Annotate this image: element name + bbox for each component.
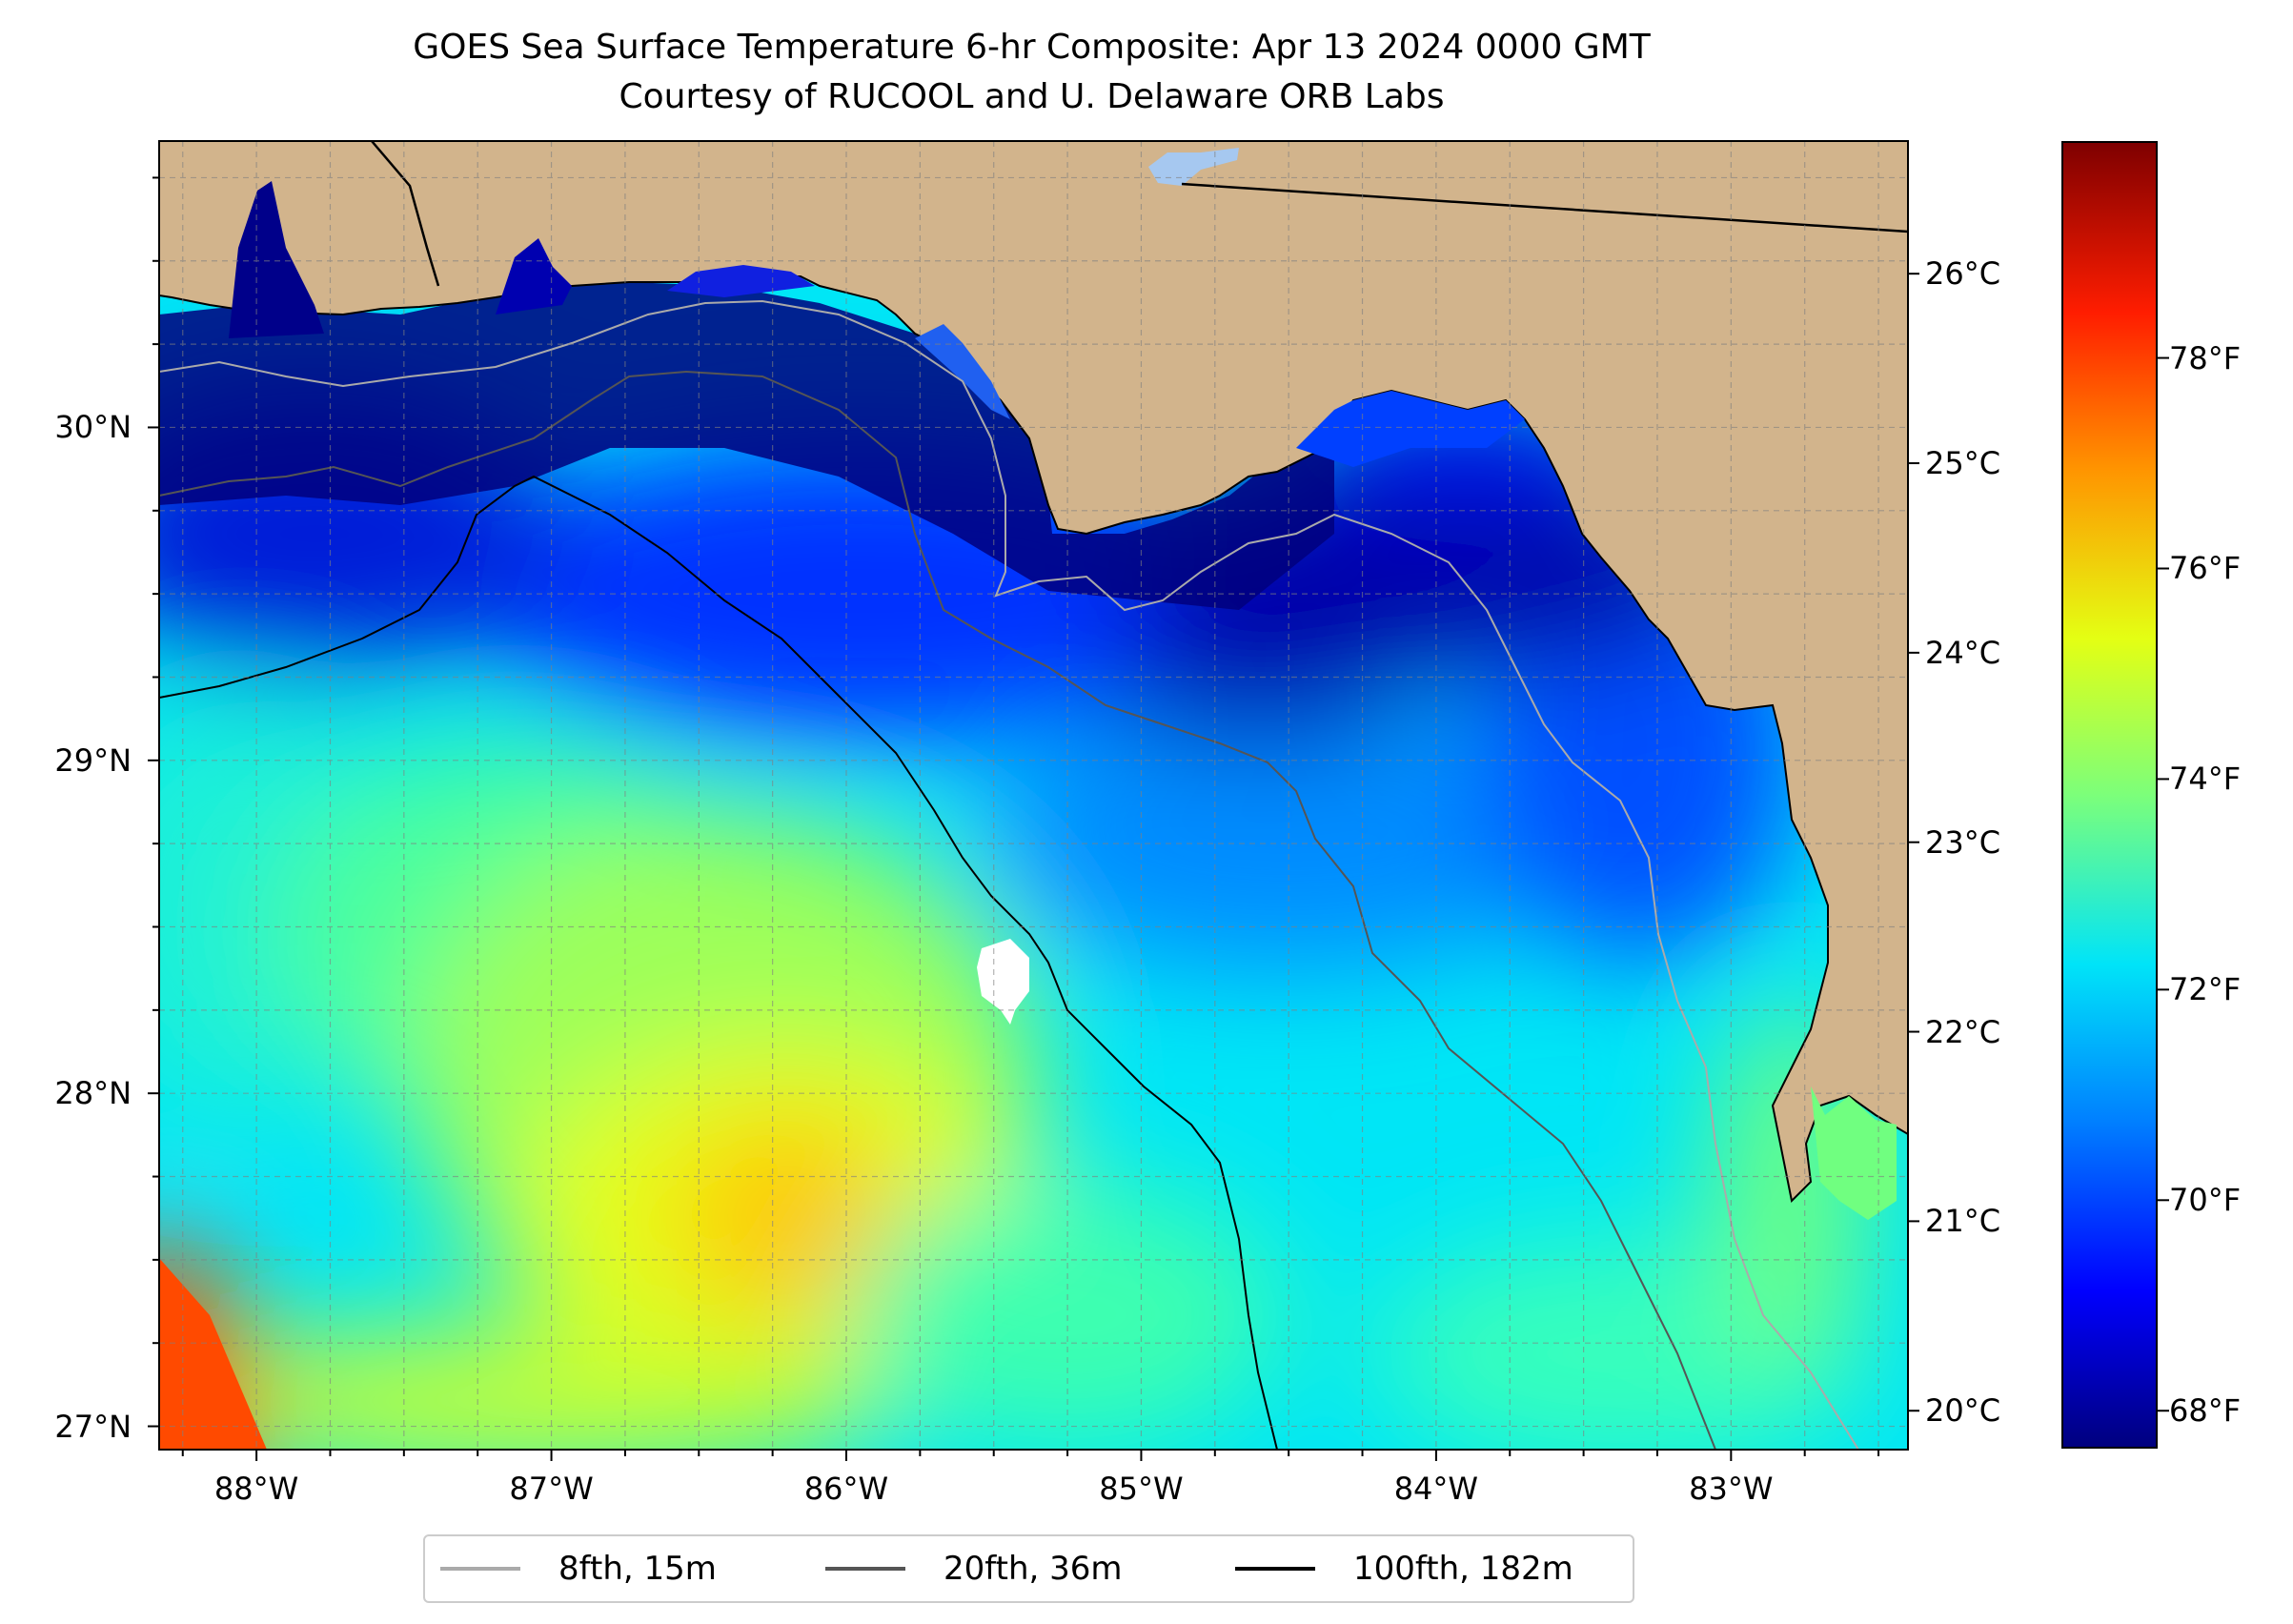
map-frame (158, 140, 1909, 1451)
cloud-patch (977, 939, 1029, 1025)
land-north (159, 141, 1908, 1204)
lon-tick-label: 85°W (1099, 1471, 1184, 1507)
choctaw-bay (496, 238, 572, 315)
state-boundary-west (371, 141, 440, 287)
lat-tick-label: 29°N (54, 741, 132, 779)
fahrenheit-tick-label: 74°F (2169, 761, 2242, 798)
inland-lake (1148, 148, 1239, 186)
celsius-tick-label: 26°C (1925, 255, 2001, 293)
legend-label: 8fth, 15m (558, 1550, 717, 1588)
axis-ticks (148, 176, 1880, 1461)
apalachee-bay (1296, 391, 1525, 467)
lat-tick-label: 30°N (54, 409, 132, 446)
lon-tick-label: 86°W (803, 1471, 889, 1507)
fahrenheit-tick-label: 76°F (2169, 550, 2242, 587)
celsius-tick-label: 23°C (1925, 823, 2001, 861)
celsius-tick-label: 22°C (1925, 1013, 2001, 1050)
legend: 8fth, 15m 20fth, 36m 100fth, 182m (423, 1534, 1634, 1603)
panama-city-bay (667, 265, 815, 297)
legend-label: 20fth, 36m (944, 1550, 1123, 1588)
legend-line-swatch (440, 1567, 520, 1571)
apalachicola-bay (915, 324, 1010, 419)
lon-tick-label: 88°W (213, 1471, 299, 1507)
isobath-20fth (159, 370, 1716, 1450)
fahrenheit-tick-label: 68°F (2169, 1392, 2242, 1430)
pensacola-bay (229, 181, 324, 338)
lon-tick-label: 83°W (1689, 1471, 1774, 1507)
lat-tick-label: 27°N (54, 1408, 132, 1445)
chart-title: GOES Sea Surface Temperature 6-hr Compos… (413, 28, 1651, 67)
fahrenheit-tick-label: 78°F (2169, 339, 2242, 376)
cold-coastal-band (159, 282, 1334, 610)
sst-patches (159, 391, 1868, 1450)
fahrenheit-tick-label: 72°F (2169, 971, 2242, 1008)
fahrenheit-tick-label: 70°F (2169, 1182, 2242, 1219)
legend-line-swatch (1235, 1567, 1315, 1571)
lon-tick-label: 87°W (509, 1471, 594, 1507)
chart-subtitle: Courtesy of RUCOOL and U. Delaware ORB L… (619, 77, 1445, 116)
celsius-tick-label: 21°C (1925, 1203, 2001, 1240)
celsius-tick-label: 24°C (1925, 634, 2001, 671)
lon-tick-label: 84°W (1393, 1471, 1479, 1507)
colorbar (2061, 141, 2158, 1449)
legend-label: 100fth, 182m (1353, 1550, 1573, 1588)
celsius-tick-label: 20°C (1925, 1392, 2001, 1430)
state-boundary (1181, 182, 1908, 233)
celsius-tick-label: 25°C (1925, 445, 2001, 482)
gridlines (159, 141, 1908, 1450)
lat-tick-label: 28°N (54, 1075, 132, 1112)
isobath-100fth (159, 475, 1278, 1450)
tampa-bay (1811, 1086, 1897, 1220)
legend-line-swatch (825, 1567, 905, 1571)
isobath-8fth (159, 299, 1859, 1450)
warm-corner (159, 1258, 267, 1450)
